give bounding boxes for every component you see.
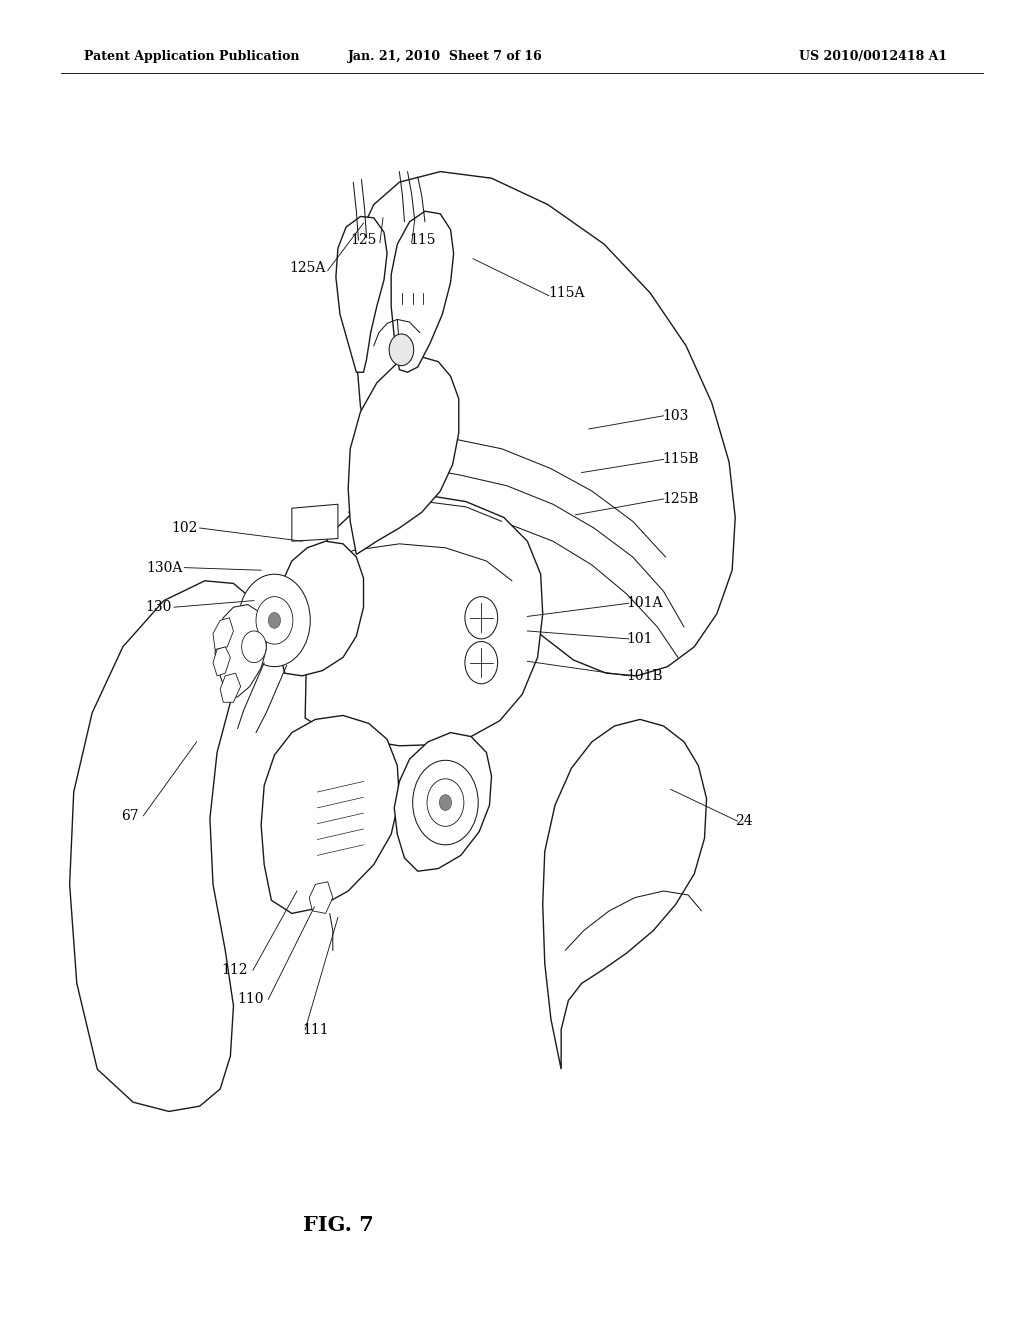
Text: 24: 24	[735, 814, 753, 828]
Circle shape	[256, 597, 293, 644]
Text: 125A: 125A	[289, 261, 326, 275]
Circle shape	[239, 574, 310, 667]
Circle shape	[427, 779, 464, 826]
Circle shape	[268, 612, 281, 628]
Circle shape	[465, 642, 498, 684]
Text: 111: 111	[302, 1023, 329, 1036]
Text: 125: 125	[350, 234, 377, 247]
Polygon shape	[292, 504, 338, 541]
Polygon shape	[213, 618, 233, 649]
Polygon shape	[70, 581, 261, 1111]
Polygon shape	[336, 216, 387, 372]
Circle shape	[413, 760, 478, 845]
Polygon shape	[261, 715, 399, 913]
Polygon shape	[220, 673, 241, 702]
Circle shape	[389, 334, 414, 366]
Text: 102: 102	[171, 521, 198, 535]
Circle shape	[242, 631, 266, 663]
Text: 101: 101	[627, 632, 653, 645]
Text: 101B: 101B	[627, 669, 664, 682]
Polygon shape	[305, 495, 543, 746]
Text: Jan. 21, 2010  Sheet 7 of 16: Jan. 21, 2010 Sheet 7 of 16	[348, 50, 543, 63]
Circle shape	[465, 597, 498, 639]
Polygon shape	[348, 356, 459, 554]
Text: 130: 130	[145, 601, 172, 614]
Polygon shape	[543, 719, 707, 1069]
Text: 115B: 115B	[663, 453, 699, 466]
Text: 115A: 115A	[548, 286, 585, 300]
Text: 112: 112	[221, 964, 248, 977]
Text: 130A: 130A	[145, 561, 182, 574]
Text: 67: 67	[121, 809, 138, 822]
Text: Patent Application Publication: Patent Application Publication	[84, 50, 299, 63]
Polygon shape	[309, 882, 333, 913]
Polygon shape	[276, 541, 364, 676]
Polygon shape	[394, 733, 492, 871]
Text: 125B: 125B	[663, 492, 699, 506]
Text: 103: 103	[663, 409, 689, 422]
Text: US 2010/0012418 A1: US 2010/0012418 A1	[799, 50, 947, 63]
Text: 110: 110	[238, 993, 264, 1006]
Polygon shape	[391, 211, 454, 372]
Text: 101A: 101A	[627, 597, 664, 610]
Text: FIG. 7: FIG. 7	[302, 1214, 374, 1236]
Polygon shape	[215, 605, 266, 697]
Polygon shape	[213, 647, 230, 676]
Circle shape	[439, 795, 452, 810]
Text: 115: 115	[410, 234, 436, 247]
Polygon shape	[356, 172, 735, 676]
